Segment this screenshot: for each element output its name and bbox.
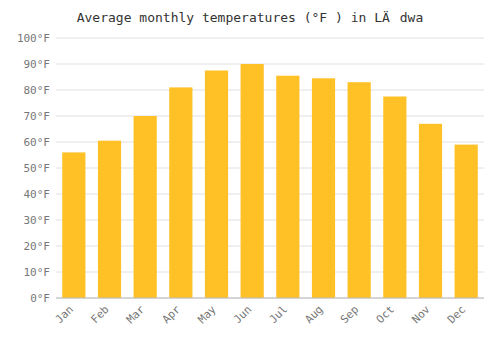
x-tick-label: Aug xyxy=(302,303,325,326)
grid xyxy=(56,38,484,298)
grid-line xyxy=(56,38,484,39)
x-tick-label: Mar xyxy=(124,303,148,327)
y-tick-label: 70°F xyxy=(24,110,51,123)
grid-line xyxy=(56,64,484,65)
bars xyxy=(62,64,478,298)
y-tick-label: 0°F xyxy=(30,292,50,305)
x-tick-label: Jan xyxy=(53,303,76,326)
y-tick-label: 90°F xyxy=(24,58,51,71)
grid-line xyxy=(56,116,484,117)
y-tick-label: 50°F xyxy=(24,162,51,175)
x-tick-label: Feb xyxy=(88,303,111,326)
bar xyxy=(276,76,299,298)
y-tick-label: 10°F xyxy=(24,266,51,279)
y-tick-label: 100°F xyxy=(17,32,50,45)
grid-line xyxy=(56,90,484,91)
bar xyxy=(419,124,442,298)
y-tick-label: 40°F xyxy=(24,188,51,201)
bar xyxy=(241,64,264,298)
chart-title: Average monthly temperatures (°F ) in LÄ… xyxy=(77,10,424,25)
y-tick-label: 60°F xyxy=(24,136,51,149)
bar xyxy=(383,97,406,299)
bar xyxy=(169,87,192,298)
x-tick-label: Jul xyxy=(267,303,290,326)
bar xyxy=(312,78,335,298)
y-tick-label: 30°F xyxy=(24,214,51,227)
bar xyxy=(205,71,228,299)
x-tick-label: Dec xyxy=(445,303,468,326)
x-tick-label: Sep xyxy=(338,303,361,326)
bar xyxy=(62,152,85,298)
chart-container: Average monthly temperatures (°F ) in LÄ… xyxy=(0,0,500,350)
x-tick-label: May xyxy=(195,303,219,327)
bar xyxy=(134,116,157,298)
chart-svg: Average monthly temperatures (°F ) in LÄ… xyxy=(0,0,500,350)
bar xyxy=(455,145,478,298)
x-axis: Jan Feb Mar Apr May Jun Jul Aug Sep Oct Nov Dec xyxy=(53,303,469,327)
x-tick-label: Jun xyxy=(231,303,254,326)
y-axis: 0°F 10°F 20°F 30°F 40°F 50°F 60°F 70°F 80°F 90°F 1… xyxy=(17,32,50,305)
x-tick-label: Apr xyxy=(160,303,184,327)
x-tick-label: Nov xyxy=(409,303,433,327)
y-tick-label: 20°F xyxy=(24,240,51,253)
y-tick-label: 80°F xyxy=(24,84,51,97)
x-tick-label: Oct xyxy=(374,303,397,326)
x-axis-line xyxy=(56,298,484,299)
bar xyxy=(348,82,371,298)
grid-line xyxy=(56,298,484,299)
bar xyxy=(98,141,121,298)
